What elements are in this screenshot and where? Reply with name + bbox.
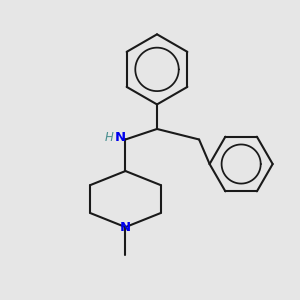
- Text: H: H: [104, 131, 113, 144]
- Text: N: N: [120, 220, 131, 234]
- Text: N: N: [115, 131, 126, 144]
